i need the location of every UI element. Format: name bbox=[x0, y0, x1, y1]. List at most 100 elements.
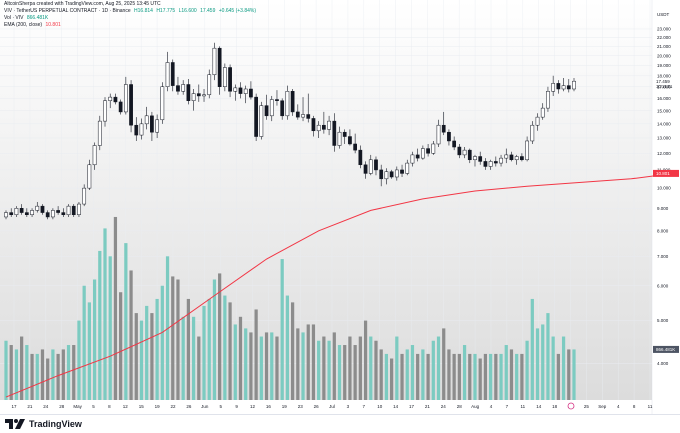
candle-body-down bbox=[40, 205, 45, 213]
time-tick-label: 28 bbox=[59, 404, 65, 409]
candle-body-up bbox=[394, 169, 399, 178]
time-tick-label: 26 bbox=[314, 404, 320, 409]
candle-body-up bbox=[139, 123, 144, 136]
ema-legend-value: 10.801 bbox=[45, 22, 61, 28]
volume-bar bbox=[551, 336, 555, 400]
candle bbox=[118, 99, 123, 115]
candle bbox=[196, 84, 201, 102]
candle bbox=[30, 208, 34, 217]
candle-body-up bbox=[473, 156, 477, 161]
candle-body-down bbox=[478, 156, 483, 162]
candle bbox=[332, 113, 337, 152]
time-tick-label: 25 bbox=[584, 404, 590, 409]
candle bbox=[123, 76, 128, 115]
candle bbox=[342, 129, 347, 144]
candle-body-up bbox=[337, 131, 342, 146]
symbol-legend: VIV · TetherUS PERPETUAL CONTRACT · 1D ·… bbox=[4, 8, 258, 15]
countdown-label: 10:14:51 bbox=[656, 84, 673, 89]
volume-bar bbox=[520, 353, 524, 400]
tradingview-logo[interactable]: TradingView bbox=[5, 418, 82, 430]
volume-bar bbox=[72, 345, 76, 400]
volume-bar bbox=[561, 336, 566, 400]
candle bbox=[572, 77, 576, 92]
volume-bar bbox=[499, 353, 503, 400]
candle bbox=[327, 115, 331, 136]
candle bbox=[181, 80, 186, 95]
time-tick-label: Jun bbox=[201, 404, 209, 409]
candle bbox=[520, 153, 524, 162]
candle-body-up bbox=[202, 94, 206, 97]
candle-body-up bbox=[504, 154, 509, 159]
chart-canvas[interactable]: 23.000 22.000 21.000 20.000 19.000 18.000 17.0… bbox=[0, 0, 680, 414]
candle-body-down bbox=[374, 159, 378, 171]
volume-bar bbox=[442, 328, 446, 400]
candle bbox=[348, 129, 352, 146]
candle-body-up bbox=[243, 88, 248, 94]
candle bbox=[504, 148, 509, 164]
candle-body-down bbox=[348, 136, 352, 145]
time-tick-label: 8 bbox=[633, 404, 636, 409]
candle-body-down bbox=[295, 111, 300, 118]
volume-bar bbox=[489, 353, 493, 400]
candle bbox=[71, 204, 76, 217]
candle-body-down bbox=[520, 156, 524, 161]
candle-body-up bbox=[368, 159, 373, 174]
candle-body-down bbox=[19, 208, 24, 213]
volume-bar bbox=[556, 353, 560, 400]
volume-bar bbox=[395, 336, 399, 400]
candle-body-down bbox=[483, 161, 488, 167]
candle-body-down bbox=[217, 47, 222, 87]
volume-bar bbox=[113, 216, 118, 400]
candle-body-up bbox=[259, 105, 264, 137]
volume-legend[interactable]: Vol · VIV 866.481K bbox=[4, 15, 50, 22]
volume-bar bbox=[129, 270, 133, 400]
candle-body-up bbox=[35, 205, 40, 211]
price-axis-background bbox=[652, 0, 680, 414]
volume-bar bbox=[92, 279, 97, 400]
candle bbox=[561, 77, 566, 92]
price-tick-label: 10.000 bbox=[657, 186, 671, 191]
volume-bar bbox=[145, 305, 149, 400]
ema-legend[interactable]: EMA (200, close) 10.801 bbox=[4, 22, 63, 29]
candle bbox=[301, 97, 305, 122]
candle bbox=[51, 208, 55, 220]
time-tick-label: 21 bbox=[27, 404, 33, 409]
candle-body-up bbox=[66, 205, 71, 215]
volume-price-label: 866.481K bbox=[656, 347, 675, 352]
volume-bar bbox=[197, 336, 201, 400]
volume-bar bbox=[264, 332, 269, 400]
volume-bar bbox=[46, 358, 50, 400]
last-price-label-bg bbox=[653, 77, 679, 85]
candle bbox=[436, 119, 441, 148]
ohlc-change: +0.645 (+3.84%) bbox=[218, 8, 257, 14]
time-tick-label: 24 bbox=[441, 404, 447, 409]
candle-body-up bbox=[160, 86, 165, 121]
volume-legend-label: Vol · VIV bbox=[4, 15, 24, 21]
candle bbox=[483, 158, 488, 170]
candle bbox=[452, 136, 457, 151]
candle bbox=[144, 106, 149, 130]
candle-body-up bbox=[499, 157, 503, 164]
symbol-line[interactable]: VIV · TetherUS PERPETUAL CONTRACT · 1D ·… bbox=[4, 8, 131, 14]
time-tick-label: 19 bbox=[282, 404, 288, 409]
candle bbox=[249, 81, 253, 100]
candle bbox=[374, 156, 378, 176]
candle-body-down bbox=[24, 212, 29, 215]
volume-bar bbox=[416, 353, 420, 400]
candle bbox=[233, 84, 238, 101]
candle-body-up bbox=[222, 67, 227, 87]
volume-bar bbox=[139, 320, 144, 400]
candle-body-down bbox=[71, 205, 76, 215]
volume-bar bbox=[87, 302, 91, 400]
candle-body-up bbox=[530, 124, 535, 142]
candle-body-up bbox=[561, 85, 566, 90]
volume-bar bbox=[238, 316, 243, 400]
time-tick-label: 10 bbox=[377, 404, 383, 409]
volume-bar bbox=[14, 349, 19, 400]
candle-body-down bbox=[118, 101, 123, 113]
candle-body-up bbox=[144, 115, 149, 125]
candle bbox=[499, 154, 503, 167]
candle bbox=[535, 113, 540, 131]
candle bbox=[530, 121, 535, 144]
candle-body-up bbox=[155, 119, 159, 133]
